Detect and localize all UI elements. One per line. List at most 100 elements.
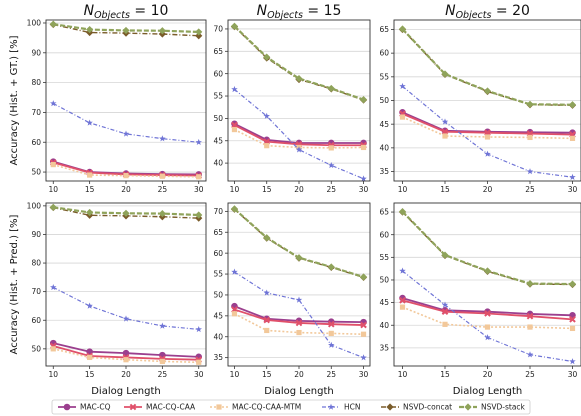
y-tick-label: 60 xyxy=(31,138,41,147)
data-point xyxy=(264,143,270,149)
legend-entry: MAC-CQ-CAA-MTM xyxy=(210,403,301,412)
data-point xyxy=(50,283,57,291)
y-tick-label: 35 xyxy=(213,353,223,362)
column-title: NObjects = 20 xyxy=(445,3,530,21)
data-point xyxy=(86,119,93,126)
data-point xyxy=(263,53,271,61)
data-point xyxy=(263,112,270,119)
data-point xyxy=(195,138,202,145)
data-point xyxy=(195,326,202,333)
data-point xyxy=(86,348,93,356)
y-tick-label: 45 xyxy=(213,311,223,320)
data-point xyxy=(483,87,492,95)
y-tick-label: 70 xyxy=(31,108,41,117)
data-point xyxy=(526,351,534,358)
panel-frame xyxy=(45,19,207,182)
panel-frame xyxy=(45,202,207,367)
data-point xyxy=(327,84,335,93)
series-line xyxy=(233,25,364,101)
x-tick-label: 20 xyxy=(483,370,493,379)
y-tick-label: 60 xyxy=(213,249,223,258)
data-point xyxy=(86,25,94,34)
legend-label: MAC-CQ-CAA-MTM xyxy=(232,403,301,412)
y-tick-label: 55 xyxy=(379,253,389,262)
data-point xyxy=(196,359,202,365)
data-point xyxy=(399,297,406,304)
data-point xyxy=(441,70,449,78)
data-point xyxy=(49,20,57,28)
y-tick-label: 35 xyxy=(379,343,389,352)
series-line xyxy=(52,102,199,143)
series-nsvd-stack xyxy=(230,205,368,281)
series-line xyxy=(234,88,364,180)
panel-r0-c0: 50 60 70 80 90 100 10 15 20 25 30 xyxy=(27,19,207,194)
x-tick-label: 20 xyxy=(121,370,131,379)
y-tick-label: 80 xyxy=(31,78,41,87)
legend-box xyxy=(51,399,531,415)
data-point xyxy=(263,289,270,296)
legend-label: MAC-CQ xyxy=(80,403,111,412)
series-mac-cq-caa-mtm xyxy=(399,304,576,332)
data-point xyxy=(398,208,407,216)
plot-area xyxy=(46,20,206,181)
data-point xyxy=(195,32,203,40)
panel-frame xyxy=(227,19,371,182)
data-point xyxy=(295,296,303,303)
y-tick-label: 80 xyxy=(31,259,41,268)
x-tick-label: 10 xyxy=(48,185,58,194)
x-tick-label: 15 xyxy=(262,185,272,194)
legend-marker xyxy=(216,404,222,410)
data-point xyxy=(328,341,335,348)
x-tick-label: 30 xyxy=(568,185,578,194)
legend: MAC-CQ MAC-CQ-CAA MAC-CQ-CAA-MTM HCN NSVD-co… xyxy=(51,399,531,415)
y-tick-label: 40 xyxy=(213,332,223,341)
data-point xyxy=(86,302,93,309)
data-point xyxy=(195,28,203,36)
x-tick-label: 10 xyxy=(398,370,408,379)
legend-marker xyxy=(129,403,137,411)
data-point xyxy=(441,301,449,308)
data-point xyxy=(50,346,56,352)
series-mac-cq-caa-mtm xyxy=(50,346,202,365)
x-tick-label: 25 xyxy=(525,370,535,379)
legend-marker xyxy=(327,403,335,410)
y-tick-label: 40 xyxy=(213,159,223,168)
data-point xyxy=(159,358,165,365)
x-tick-label: 15 xyxy=(440,370,450,379)
data-point xyxy=(49,203,57,211)
data-point xyxy=(327,320,335,328)
panel-frame xyxy=(393,19,581,182)
y-tick-label: 70 xyxy=(213,25,223,34)
data-point xyxy=(231,85,238,93)
data-point xyxy=(327,263,335,271)
panel-frame xyxy=(393,202,581,367)
legend-marker xyxy=(464,403,472,411)
data-point xyxy=(328,161,335,169)
series-nsvd-stack xyxy=(49,20,203,36)
x-tick-label: 25 xyxy=(158,370,168,379)
data-point xyxy=(359,96,368,104)
data-point xyxy=(122,26,130,35)
series-hcn xyxy=(231,85,367,182)
x-tick-label: 30 xyxy=(568,370,578,379)
panel-r0-c1: 40 45 50 55 60 65 70 10 15 20 25 30 xyxy=(213,19,371,194)
series-hcn xyxy=(231,268,367,361)
series-mac-cq-caa xyxy=(231,306,367,329)
x-axis-label: Dialog Length xyxy=(453,386,523,397)
data-point xyxy=(158,27,166,35)
series-mac-cq-caa-mtm xyxy=(231,311,367,337)
data-point xyxy=(399,304,406,310)
data-point xyxy=(123,357,129,363)
panel-frame xyxy=(227,202,371,367)
y-tick-label: 45 xyxy=(213,136,223,145)
series-hcn xyxy=(399,82,576,180)
legend-entry: NSVD-stack xyxy=(459,403,526,412)
panel-r0-c2: 35 40 45 50 55 60 65 10 15 20 25 30 xyxy=(379,19,581,194)
y-tick-label: 40 xyxy=(379,143,389,152)
legend-entry: NSVD-concat xyxy=(381,403,452,412)
data-point xyxy=(569,358,576,365)
plot-area xyxy=(228,203,370,366)
data-point xyxy=(86,208,94,217)
data-point xyxy=(122,349,130,357)
data-point xyxy=(441,308,449,315)
